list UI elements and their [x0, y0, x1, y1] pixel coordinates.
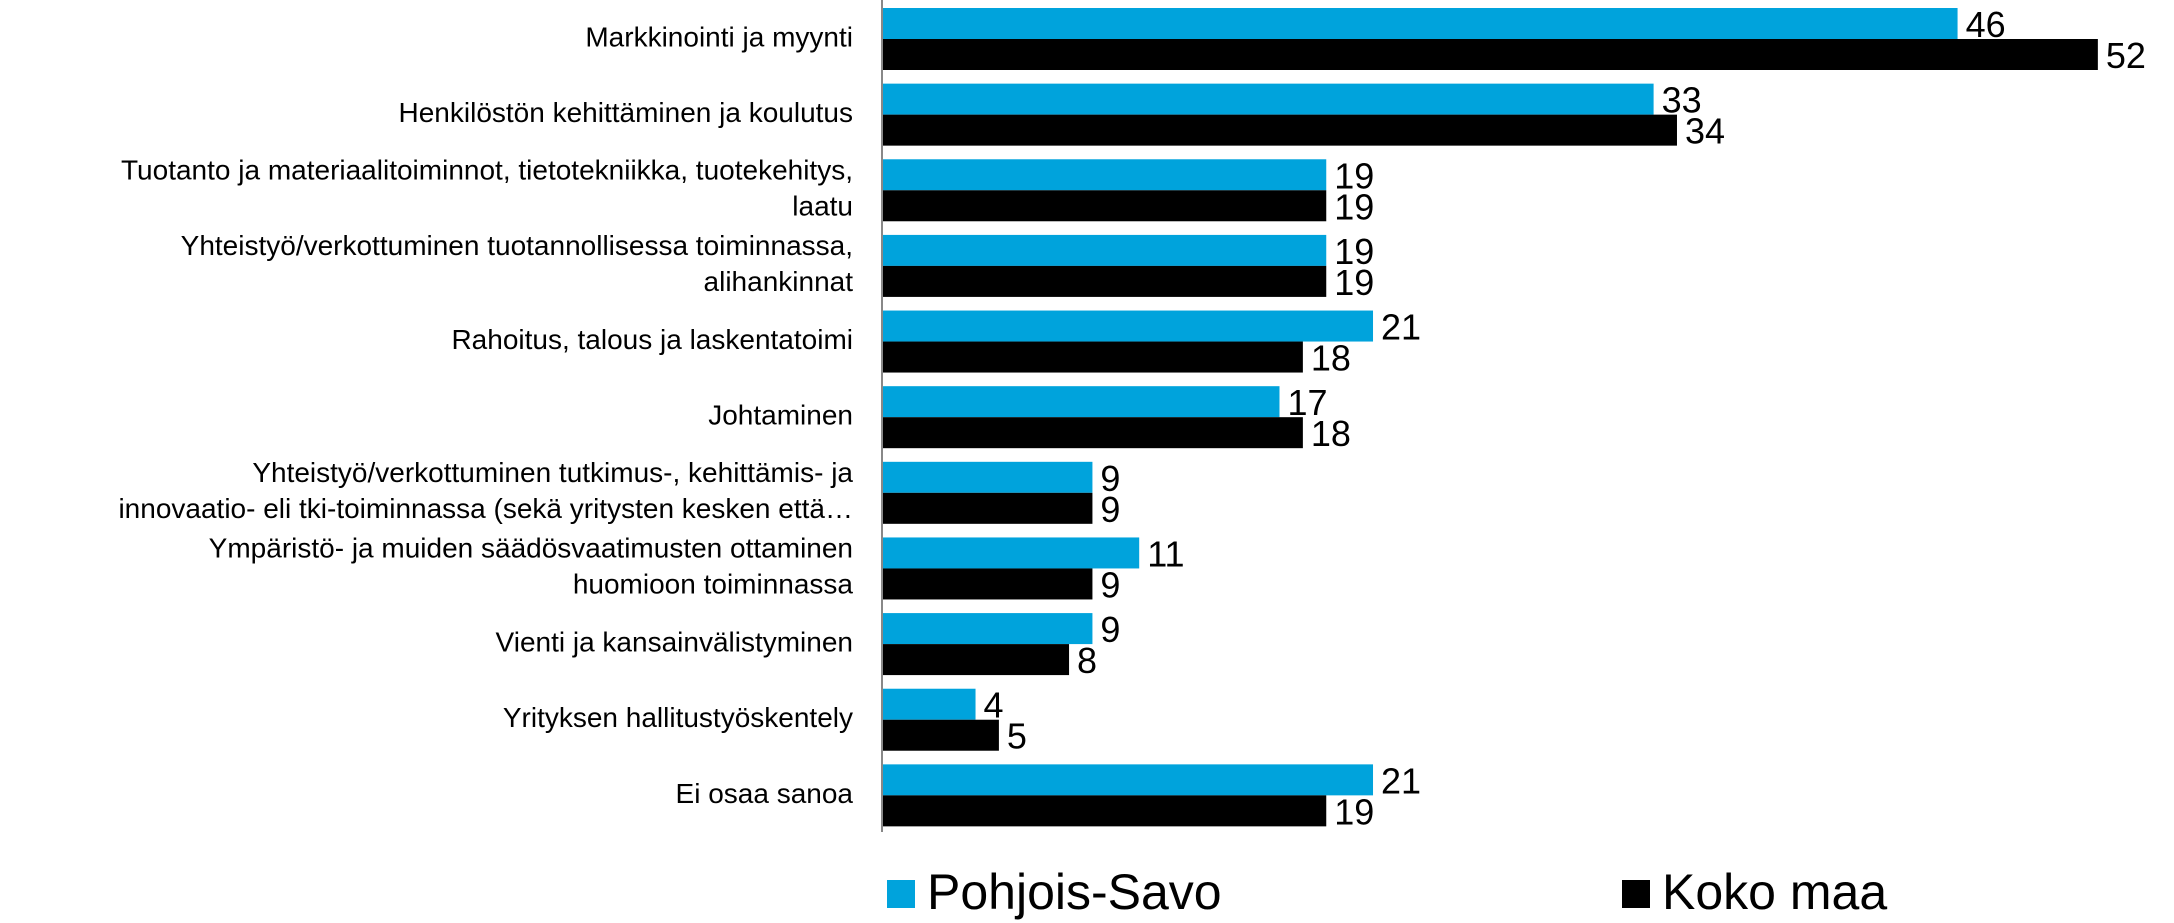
- category-label: Ympäristö- ja muiden säädösvaatimusten o…: [209, 533, 854, 600]
- category-label: Vienti ja kansainvälistyminen: [496, 626, 853, 657]
- bar: [882, 492, 1093, 524]
- value-label: 19: [1334, 231, 1374, 272]
- value-label: 9: [1100, 609, 1120, 650]
- category-label: Rahoitus, talous ja laskentatoimi: [451, 324, 853, 355]
- bar: [882, 417, 1303, 449]
- bar: [882, 461, 1093, 493]
- bar: [882, 688, 976, 720]
- bar: [882, 83, 1654, 115]
- bar: [882, 386, 1280, 418]
- value-label: 18: [1311, 338, 1351, 379]
- category-label: Johtaminen: [708, 400, 853, 431]
- bar: [882, 719, 999, 751]
- bar: [882, 341, 1303, 373]
- value-label: 9: [1100, 458, 1120, 499]
- bar: [882, 190, 1327, 222]
- category-label: Ei osaa sanoa: [676, 778, 854, 809]
- bar: [882, 39, 2098, 70]
- value-label: 9: [1100, 489, 1120, 530]
- bar: [882, 764, 1374, 796]
- legend-label: Koko maa: [1662, 864, 1887, 920]
- value-label: 8: [1077, 640, 1097, 681]
- bar: [882, 8, 1958, 39]
- bar: [882, 537, 1140, 569]
- value-label: 4: [984, 685, 1004, 726]
- category-label: Yhteistyö/verkottuminen tutkimus-, kehit…: [118, 457, 853, 524]
- category-label: Yhteistyö/verkottuminen tuotannollisessa…: [181, 230, 854, 297]
- value-label: 18: [1311, 413, 1351, 454]
- value-label: 21: [1381, 760, 1421, 801]
- value-label: 33: [1662, 80, 1702, 121]
- value-label: 34: [1685, 111, 1725, 152]
- value-label: 52: [2106, 35, 2146, 76]
- value-label: 5: [1007, 716, 1027, 757]
- value-label: 19: [1334, 262, 1374, 303]
- bar: [882, 613, 1093, 645]
- value-label: 19: [1334, 186, 1374, 227]
- bar: [882, 568, 1093, 600]
- bar: [882, 265, 1327, 297]
- value-label: 9: [1100, 564, 1120, 605]
- bar: [882, 114, 1677, 146]
- legend-label: Pohjois-Savo: [927, 864, 1222, 920]
- value-label: 19: [1334, 791, 1374, 832]
- category-label: Henkilöstön kehittäminen ja koulutus: [399, 97, 853, 128]
- value-label: 21: [1381, 307, 1421, 348]
- category-label: Yrityksen hallitustyöskentely: [503, 702, 853, 733]
- bar: [882, 795, 1327, 827]
- legend-swatch: [887, 880, 915, 908]
- value-label: 17: [1287, 382, 1327, 423]
- bar: [882, 159, 1327, 191]
- category-label: Tuotanto ja materiaalitoiminnot, tietote…: [121, 155, 853, 222]
- bar: [882, 310, 1374, 342]
- value-label: 19: [1334, 155, 1374, 196]
- bar: [882, 644, 1070, 676]
- legend-swatch: [1622, 880, 1650, 908]
- value-label: 11: [1147, 533, 1184, 574]
- value-label: 46: [1966, 4, 2006, 45]
- bar: [882, 234, 1327, 266]
- category-label: Markkinointi ja myynti: [585, 21, 853, 52]
